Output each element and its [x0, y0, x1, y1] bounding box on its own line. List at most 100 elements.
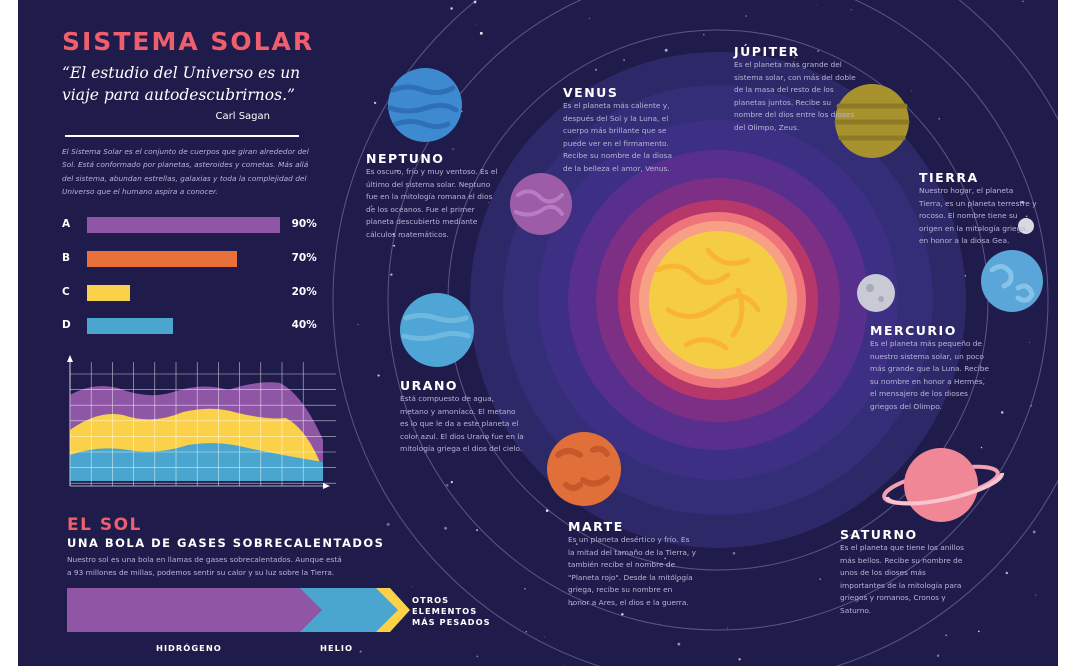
- star: [487, 202, 489, 203]
- star: [727, 627, 729, 629]
- star: [390, 273, 393, 276]
- star: [373, 101, 377, 105]
- gas-label-hidrogeno: HIDRÓGENO: [156, 643, 222, 653]
- star: [738, 658, 741, 661]
- star: [377, 374, 380, 377]
- moon: [1018, 218, 1034, 234]
- star: [594, 68, 598, 71]
- star: [621, 613, 624, 616]
- saturn-planet: [882, 448, 1005, 522]
- star: [393, 244, 396, 247]
- saturn-name: SATURNO: [840, 527, 918, 542]
- star: [672, 574, 674, 577]
- star: [570, 603, 573, 606]
- star: [945, 634, 948, 637]
- star: [1000, 411, 1004, 414]
- star: [1032, 530, 1036, 534]
- bar-value: 20%: [291, 286, 317, 298]
- star: [819, 578, 821, 580]
- star: [1029, 342, 1031, 344]
- uranus-desc: Está compuesto de agua, metano y amoníac…: [400, 394, 524, 454]
- star: [910, 90, 912, 92]
- earth-planet: [981, 250, 1043, 312]
- gas-composition-chart: [67, 588, 410, 632]
- mars-name: MARTE: [568, 519, 624, 534]
- jupiter-planet: [834, 84, 910, 158]
- star: [450, 481, 453, 484]
- star: [359, 650, 362, 653]
- gas-label-otros: OTROS ELEMENTOS MÁS PESADOS: [412, 595, 491, 627]
- star: [452, 148, 455, 151]
- bar-d: [87, 318, 173, 334]
- star: [525, 631, 527, 633]
- mars-planet: [547, 432, 621, 506]
- star: [445, 483, 449, 487]
- solar-system-illustration: [67, 0, 1058, 666]
- star: [370, 205, 373, 208]
- star: [980, 446, 983, 449]
- area-chart: [67, 355, 336, 489]
- venus-planet: [510, 173, 572, 235]
- star: [450, 7, 453, 10]
- sun-text: Nuestro sol es una bola en llamas de gas…: [67, 555, 342, 578]
- star: [444, 526, 447, 530]
- mercury-desc: Es el planeta más pequeño de nuestro sis…: [870, 339, 989, 411]
- star: [386, 522, 390, 526]
- star: [677, 642, 681, 646]
- star: [1022, 0, 1024, 2]
- quote: “El estudio del Universo es un viaje par…: [62, 64, 301, 104]
- bar-value: 90%: [291, 218, 317, 230]
- star: [524, 587, 527, 590]
- sun: [470, 52, 966, 548]
- earth-name: TIERRA: [919, 170, 979, 185]
- uranus-name: URANO: [400, 378, 459, 393]
- bar-label: B: [62, 252, 71, 264]
- star: [703, 33, 705, 36]
- divider: [65, 135, 299, 137]
- mercury-planet: [857, 274, 895, 312]
- jupiter-name: JÚPITER: [734, 44, 800, 59]
- bar-value: 70%: [291, 252, 317, 264]
- star: [732, 551, 736, 555]
- star: [793, 56, 796, 59]
- quote-author: Carl Sagan: [215, 111, 270, 122]
- star: [588, 17, 590, 19]
- bar-label: A: [62, 218, 71, 230]
- mars-desc: Es un planeta desértico y frío. Es la mi…: [568, 535, 696, 607]
- star: [476, 655, 479, 658]
- star: [544, 636, 546, 638]
- star: [1021, 200, 1024, 204]
- mercury-name: MERCURIO: [870, 323, 957, 338]
- star: [850, 9, 852, 11]
- page-title: SISTEMA SOLAR: [62, 27, 315, 56]
- star: [676, 579, 679, 583]
- bar-b: [87, 251, 237, 267]
- star: [623, 59, 626, 62]
- star: [745, 15, 747, 17]
- neptune-desc: Es oscuro, frío y muy ventoso. Es el últ…: [366, 167, 498, 239]
- neptune-planet: [387, 68, 462, 142]
- jupiter-desc: Es el planeta más grande del sistema sol…: [734, 60, 856, 132]
- star: [936, 654, 940, 657]
- star: [1025, 215, 1028, 218]
- bar-label: C: [62, 286, 70, 298]
- sun-subtitle: UNA BOLA DE GASES SOBRECALENTADOS: [67, 536, 385, 550]
- star: [436, 217, 438, 220]
- star: [402, 236, 404, 238]
- saturn-desc: Es el planeta que tiene los anillos más …: [840, 543, 964, 615]
- venus-desc: Es el planeta más caliente y, después de…: [563, 101, 672, 173]
- earth-desc: Nuestro hogar, el planeta Tierra, es un …: [919, 186, 1037, 246]
- gas-label-helio: HELIO: [320, 643, 354, 653]
- star: [979, 228, 981, 231]
- uranus-planet: [400, 293, 474, 367]
- star: [938, 118, 940, 120]
- sun-title: EL SOL: [67, 515, 142, 535]
- intro-text: El Sistema Solar es el conjunto de cuerp…: [62, 147, 309, 197]
- star: [1005, 571, 1009, 575]
- infographic-poster: SISTEMA SOLAR “El estudio del Universo e…: [18, 0, 1058, 666]
- star: [396, 170, 399, 172]
- star: [977, 630, 980, 633]
- star: [815, 4, 817, 6]
- star: [366, 162, 368, 164]
- star: [983, 378, 985, 380]
